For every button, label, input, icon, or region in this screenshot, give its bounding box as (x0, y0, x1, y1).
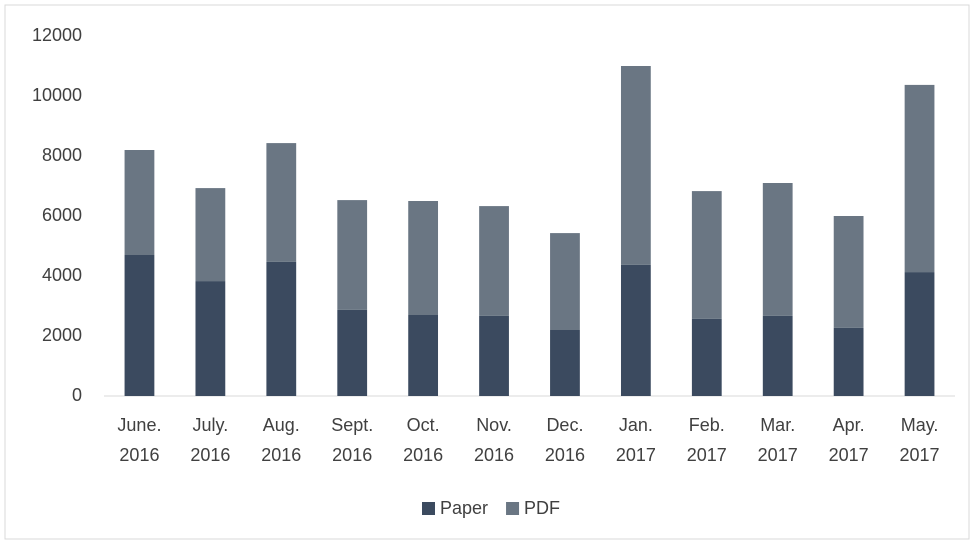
x-tick-label: July. 2016 (190, 415, 230, 465)
bar-segment (833, 216, 864, 328)
bar-segment (337, 309, 368, 396)
y-tick-label: 8000 (42, 145, 82, 165)
bar-segment (266, 261, 297, 396)
bar-segment (337, 200, 368, 310)
y-tick-label: 2000 (42, 325, 82, 345)
y-tick-label: 12000 (32, 25, 82, 45)
x-tick-label: Nov. 2016 (474, 415, 514, 465)
y-tick-label: 6000 (42, 205, 82, 225)
bar-segment (620, 264, 651, 396)
bar-segment (408, 201, 439, 315)
legend-swatch (422, 502, 435, 515)
x-tick-label: Jan. 2017 (616, 415, 656, 465)
bar-segment (266, 143, 297, 262)
bar-segment (833, 327, 864, 396)
bar-segment (550, 330, 580, 396)
bar-segment (762, 315, 793, 396)
x-tick-label: June. 2016 (117, 415, 161, 465)
x-tick-label: Feb. 2017 (687, 415, 727, 465)
bar-segment (904, 272, 935, 396)
bar-segment (479, 206, 509, 316)
x-tick-label: Oct. 2016 (403, 415, 443, 465)
bar-segment (408, 315, 439, 396)
bar-segment (195, 188, 226, 282)
x-tick-label: Apr. 2017 (829, 415, 869, 465)
bar-segment (479, 315, 509, 396)
bar-segment (762, 183, 793, 316)
x-tick-label: Sept. 2016 (331, 415, 373, 465)
bar-segment (904, 84, 935, 273)
bar-segment (620, 66, 651, 265)
bar-segment (124, 255, 155, 396)
legend-swatch (506, 502, 520, 515)
x-tick-label: Dec. 2016 (545, 415, 585, 465)
bar-segment (691, 191, 722, 319)
x-tick-label: Mar. 2017 (758, 415, 798, 465)
legend-label: Paper (440, 498, 488, 518)
y-tick-label: 0 (72, 385, 82, 405)
y-tick-label: 4000 (42, 265, 82, 285)
x-tick-label: Aug. 2016 (261, 415, 301, 465)
legend-label: PDF (524, 498, 560, 518)
bar-segment (195, 281, 226, 396)
x-tick-label: May. 2017 (900, 415, 940, 465)
bar-segment (550, 233, 580, 330)
y-tick-label: 10000 (32, 85, 82, 105)
bar-segment (124, 150, 155, 255)
bar-segment (691, 318, 722, 396)
